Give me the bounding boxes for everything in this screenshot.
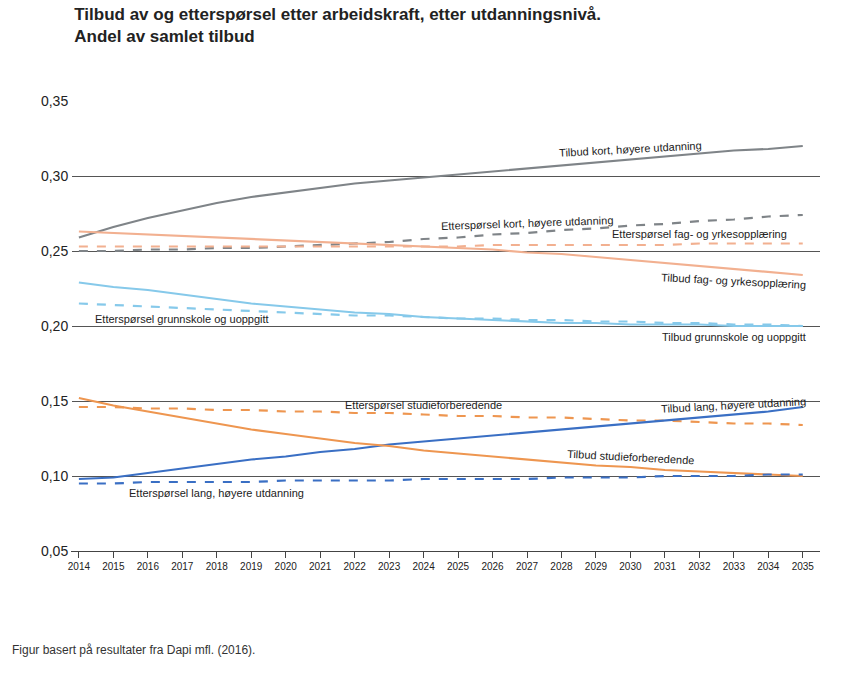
svg-text:2014: 2014 bbox=[68, 561, 91, 572]
svg-text:2024: 2024 bbox=[412, 561, 435, 572]
svg-text:Tilbud fag- og yrkesopplæring: Tilbud fag- og yrkesopplæring bbox=[661, 271, 807, 291]
svg-text:2021: 2021 bbox=[309, 561, 332, 572]
svg-text:2032: 2032 bbox=[688, 561, 711, 572]
svg-text:Tilbud kort, høyere utdanning: Tilbud kort, høyere utdanning bbox=[559, 139, 702, 158]
svg-text:2020: 2020 bbox=[275, 561, 298, 572]
svg-text:Etterspørsel studieforberedend: Etterspørsel studieforberedende bbox=[345, 399, 502, 411]
svg-text:Tilbud av og etterspørsel ette: Tilbud av og etterspørsel etter arbeidsk… bbox=[74, 5, 601, 46]
svg-text:2028: 2028 bbox=[550, 561, 573, 572]
svg-text:2029: 2029 bbox=[585, 561, 608, 572]
svg-text:0,10: 0,10 bbox=[41, 468, 68, 484]
svg-text:Tilbud grunnskole og uoppgitt: Tilbud grunnskole og uoppgitt bbox=[662, 331, 806, 343]
svg-text:2023: 2023 bbox=[378, 561, 401, 572]
svg-text:Tilbud studieforberedende: Tilbud studieforberedende bbox=[567, 448, 695, 467]
svg-text:Figur basert på resultater fra: Figur basert på resultater fra Dapi mfl.… bbox=[12, 643, 255, 657]
svg-text:0,35: 0,35 bbox=[41, 93, 68, 109]
svg-text:Etterspørsel fag- og yrkesoppl: Etterspørsel fag- og yrkesopplæring bbox=[612, 228, 787, 240]
svg-text:2030: 2030 bbox=[619, 561, 642, 572]
svg-text:0,05: 0,05 bbox=[41, 543, 68, 559]
svg-text:0,25: 0,25 bbox=[41, 243, 68, 259]
svg-text:2019: 2019 bbox=[240, 561, 263, 572]
svg-text:2017: 2017 bbox=[171, 561, 194, 572]
svg-text:Tilbud lang, høyere utdanning: Tilbud lang, høyere utdanning bbox=[661, 395, 807, 415]
svg-text:0,30: 0,30 bbox=[41, 168, 68, 184]
svg-text:2022: 2022 bbox=[344, 561, 367, 572]
svg-text:2033: 2033 bbox=[723, 561, 746, 572]
svg-text:2035: 2035 bbox=[792, 561, 815, 572]
svg-text:2018: 2018 bbox=[206, 561, 229, 572]
svg-text:2026: 2026 bbox=[481, 561, 504, 572]
svg-text:2027: 2027 bbox=[516, 561, 539, 572]
svg-text:Etterspørsel lang, høyere utda: Etterspørsel lang, høyere utdanning bbox=[129, 487, 304, 499]
svg-text:Etterspørsel kort, høyere utda: Etterspørsel kort, høyere utdanning bbox=[441, 214, 614, 232]
svg-text:2016: 2016 bbox=[137, 561, 160, 572]
svg-text:2025: 2025 bbox=[447, 561, 470, 572]
svg-text:0,15: 0,15 bbox=[41, 393, 68, 409]
svg-text:2034: 2034 bbox=[757, 561, 780, 572]
svg-text:2031: 2031 bbox=[654, 561, 677, 572]
svg-text:2015: 2015 bbox=[102, 561, 125, 572]
svg-text:0,20: 0,20 bbox=[41, 318, 68, 334]
svg-text:Etterspørsel grunnskole og uop: Etterspørsel grunnskole og uoppgitt bbox=[95, 313, 269, 325]
